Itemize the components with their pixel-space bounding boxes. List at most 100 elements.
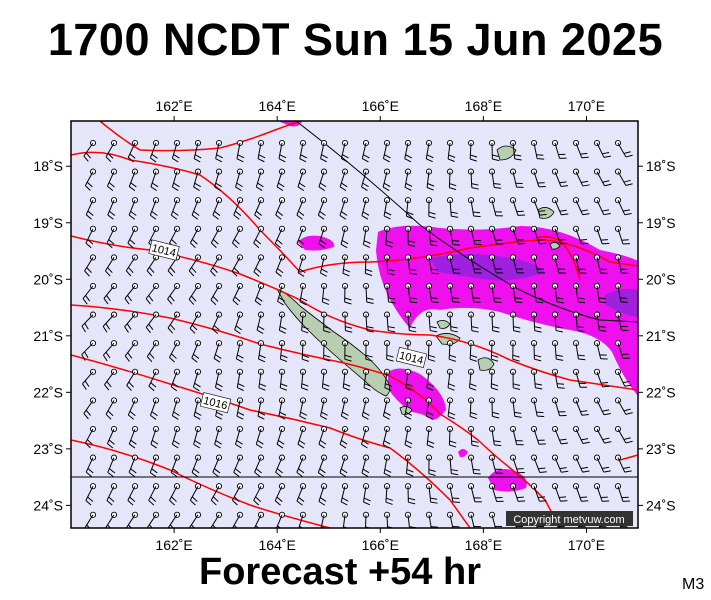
wind-barb [107,454,118,478]
wind-barb [572,483,589,502]
wind-barb [341,340,352,362]
wind-barb [551,139,567,159]
wind-barb [210,254,223,277]
wind-barb [446,254,461,274]
wind-barb [231,254,244,277]
wind-barb [383,368,393,391]
wind-barb [107,197,118,220]
wind-barb [235,425,244,449]
wind-barb [425,197,436,219]
wind-barb [102,311,118,333]
wind-barb [488,368,499,391]
wind-barb [214,425,223,449]
wind-barb [488,454,503,474]
wind-barb [593,254,608,274]
isobar-label: 1014 [395,346,428,368]
wind-barb [128,197,139,220]
wind-barb [339,197,349,220]
wind-barb [383,254,395,276]
wind-barb [212,454,223,478]
wind-barb [383,454,392,477]
lon-label-bottom: 162˚E [155,537,192,553]
lat-label-left: 23˚S [33,441,63,457]
wind-barb [297,425,307,449]
wind-barb [404,197,414,220]
wind-barb [551,254,566,274]
wind-barb [551,197,569,216]
wind-barb [318,425,328,449]
wind-barb [530,483,547,502]
wind-barb [167,311,181,334]
precip-area-dot [458,449,468,458]
svg-text:1014: 1014 [150,242,177,260]
wind-barb [341,282,352,305]
isobar [71,151,638,273]
wind-barb [341,311,353,333]
wind-barb [339,425,349,449]
vanuatu-island-efate [537,207,555,219]
wind-barb [169,340,181,363]
wind-barb [551,483,568,502]
wind-barb [85,483,97,506]
wind-barb [361,139,370,163]
wind-barb [276,511,286,528]
wind-barb [84,425,97,449]
wind-barb [318,168,328,192]
wind-barb [425,511,439,528]
wind-barb [572,340,586,361]
wind-barb [171,139,181,163]
wind-barb [256,311,265,334]
wind-barb [404,168,413,191]
wind-barb [404,311,417,333]
wind-barb [530,397,545,417]
wind-barb [170,197,181,220]
wind-barb [278,311,287,334]
wind-barb [362,311,374,333]
wind-barb [446,225,460,246]
wind-barb [211,311,223,334]
precip-area-heavy-east [604,288,638,318]
wind-barb [425,425,435,448]
isobar [535,235,581,281]
wind-barb [404,139,413,163]
wind-barb [235,168,244,192]
wind-barb [530,282,544,304]
wind-barb [317,454,328,478]
wind-barb [509,197,525,216]
svg-text:1016: 1016 [202,395,229,413]
wind-barb [467,311,479,333]
forecast-label: Forecast +54 hr [199,551,481,593]
wind-barb [145,311,160,334]
wind-barb [124,340,139,362]
wind-barb [446,425,457,448]
wind-barb [170,454,181,478]
wind-barb [278,340,288,363]
lat-label-left: 21˚S [33,328,63,344]
wind-barb [83,139,97,162]
wind-barb [425,168,435,191]
wind-barb [614,168,633,187]
wind-barb [299,340,310,362]
wind-barb [551,282,564,304]
wind-barb [128,454,139,478]
wind-barb [126,368,139,391]
wind-barb [105,139,118,163]
wind-barb [425,483,438,504]
wind-barb [467,197,481,218]
wind-barb [149,397,160,420]
lat-label-right: 24˚S [646,497,676,513]
wind-barb [254,454,265,478]
wind-barb [551,397,567,417]
wind-barb [214,168,223,192]
lon-label-top: 170˚E [568,98,605,114]
lat-label-left: 18˚S [33,158,63,174]
wind-barb [253,511,265,528]
wind-barb [488,425,502,447]
lon-label-top: 162˚E [155,98,192,114]
wind-barb [299,139,308,163]
wind-barb [340,397,349,420]
wind-barb [361,197,370,220]
wind-barb [467,397,478,420]
wind-barb [167,282,181,305]
wind-barb [593,311,607,332]
